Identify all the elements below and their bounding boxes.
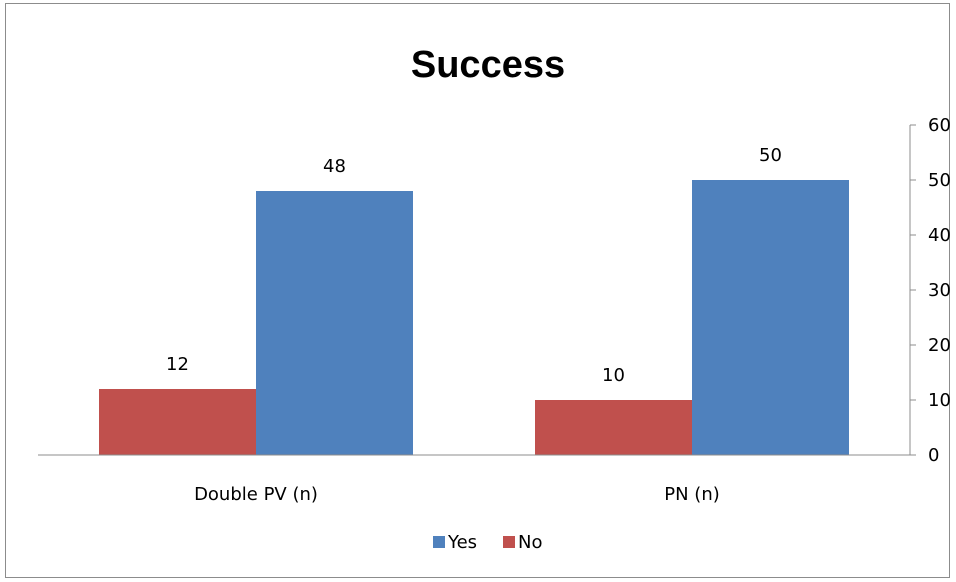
y-tick-label: 50 — [928, 170, 951, 191]
y-tick-label: 0 — [928, 445, 939, 466]
bar-no-0 — [99, 389, 256, 455]
data-label-yes-0: 48 — [323, 156, 346, 177]
legend-swatch-no — [503, 536, 515, 548]
legend-label-no: No — [518, 532, 542, 553]
y-tick-label: 20 — [928, 335, 951, 356]
category-label-0: Double PV (n) — [194, 484, 318, 505]
bar-no-1 — [535, 400, 692, 455]
y-tick-label: 10 — [928, 390, 951, 411]
data-label-no-1: 10 — [602, 365, 625, 386]
data-label-no-0: 12 — [166, 354, 189, 375]
category-label-1: PN (n) — [664, 484, 720, 505]
bar-yes-1 — [692, 180, 849, 455]
legend-label-yes: Yes — [447, 532, 477, 553]
data-label-yes-1: 50 — [759, 145, 782, 166]
chart-title: Success — [411, 44, 565, 86]
y-tick-label: 60 — [928, 115, 951, 136]
legend-swatch-yes — [433, 536, 445, 548]
y-axis-ticks: 0 10 20 30 40 50 60 — [910, 115, 951, 466]
x-axis-categories: Double PV (n) PN (n) — [194, 484, 720, 505]
data-label-group: 12 48 10 50 — [166, 145, 782, 386]
bar-yes-0 — [256, 191, 413, 455]
bar-group — [99, 180, 849, 455]
y-tick-label: 30 — [928, 280, 951, 301]
y-tick-label: 40 — [928, 225, 951, 246]
legend: Yes No — [433, 532, 542, 553]
